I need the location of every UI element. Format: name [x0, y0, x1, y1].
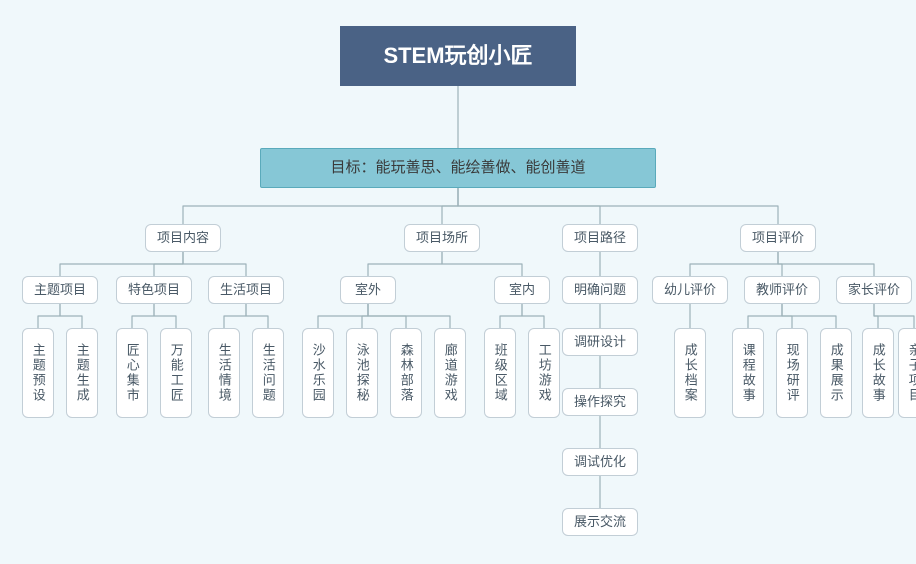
- node-c9: 家长评价: [836, 276, 912, 304]
- node-c8: 教师评价: [744, 276, 820, 304]
- node-l3: 匠心集市: [116, 328, 148, 418]
- edge-b1-c3: [183, 252, 246, 276]
- edge-c4-l10: [368, 304, 450, 328]
- edge-b1-c2: [154, 252, 183, 276]
- edge-c4-l8: [362, 304, 368, 328]
- node-l16: 成果展示: [820, 328, 852, 418]
- edge-b4-c9: [778, 252, 874, 276]
- node-l4: 万能工匠: [160, 328, 192, 418]
- edge-c1-l1: [38, 304, 60, 328]
- node-b3: 项目路径: [562, 224, 638, 252]
- node-c2: 特色项目: [116, 276, 192, 304]
- edge-c2-l4: [154, 304, 176, 328]
- edge-c2-l3: [132, 304, 154, 328]
- node-c6: 明确问题: [562, 276, 638, 304]
- edge-c4-l7: [318, 304, 368, 328]
- node-p3: 调试优化: [562, 448, 638, 476]
- node-l5: 生活情境: [208, 328, 240, 418]
- node-c1: 主题项目: [22, 276, 98, 304]
- node-l11: 班级区域: [484, 328, 516, 418]
- edge-c5-l12: [522, 304, 544, 328]
- node-c4: 室外: [340, 276, 396, 304]
- node-l17: 成长故事: [862, 328, 894, 418]
- edge-c5-l11: [500, 304, 522, 328]
- edge-c1-l2: [60, 304, 82, 328]
- edge-b2-c5: [442, 252, 522, 276]
- node-l12: 工坊游戏: [528, 328, 560, 418]
- node-l2: 主题生成: [66, 328, 98, 418]
- node-p1: 调研设计: [562, 328, 638, 356]
- node-l13: 成长档案: [674, 328, 706, 418]
- node-c5: 室内: [494, 276, 550, 304]
- node-l14: 课程故事: [732, 328, 764, 418]
- node-l9: 森林部落: [390, 328, 422, 418]
- edge-c8-l14: [748, 304, 782, 328]
- node-b1: 项目内容: [145, 224, 221, 252]
- edge-goal-b1: [183, 188, 458, 224]
- edge-c8-l16: [782, 304, 836, 328]
- node-p2: 操作探究: [562, 388, 638, 416]
- node-l8: 泳池探秘: [346, 328, 378, 418]
- edge-goal-b4: [458, 188, 778, 224]
- node-l10: 廊道游戏: [434, 328, 466, 418]
- edge-goal-b2: [442, 188, 458, 224]
- node-p4: 展示交流: [562, 508, 638, 536]
- edge-c3-l5: [224, 304, 246, 328]
- edge-b2-c4: [368, 252, 442, 276]
- node-l15: 现场研评: [776, 328, 808, 418]
- node-c3: 生活项目: [208, 276, 284, 304]
- node-b4: 项目评价: [740, 224, 816, 252]
- node-c7: 幼儿评价: [652, 276, 728, 304]
- node-l1: 主题预设: [22, 328, 54, 418]
- edge-c3-l6: [246, 304, 268, 328]
- edge-b4-c7: [690, 252, 778, 276]
- node-root: STEM玩创小匠: [340, 26, 576, 86]
- node-b2: 项目场所: [404, 224, 480, 252]
- edge-c9-l18: [874, 304, 914, 328]
- node-l6: 生活问题: [252, 328, 284, 418]
- node-l7: 沙水乐园: [302, 328, 334, 418]
- node-goal: 目标：能玩善思、能绘善做、能创善道: [260, 148, 656, 188]
- node-l18: 亲子项目: [898, 328, 916, 418]
